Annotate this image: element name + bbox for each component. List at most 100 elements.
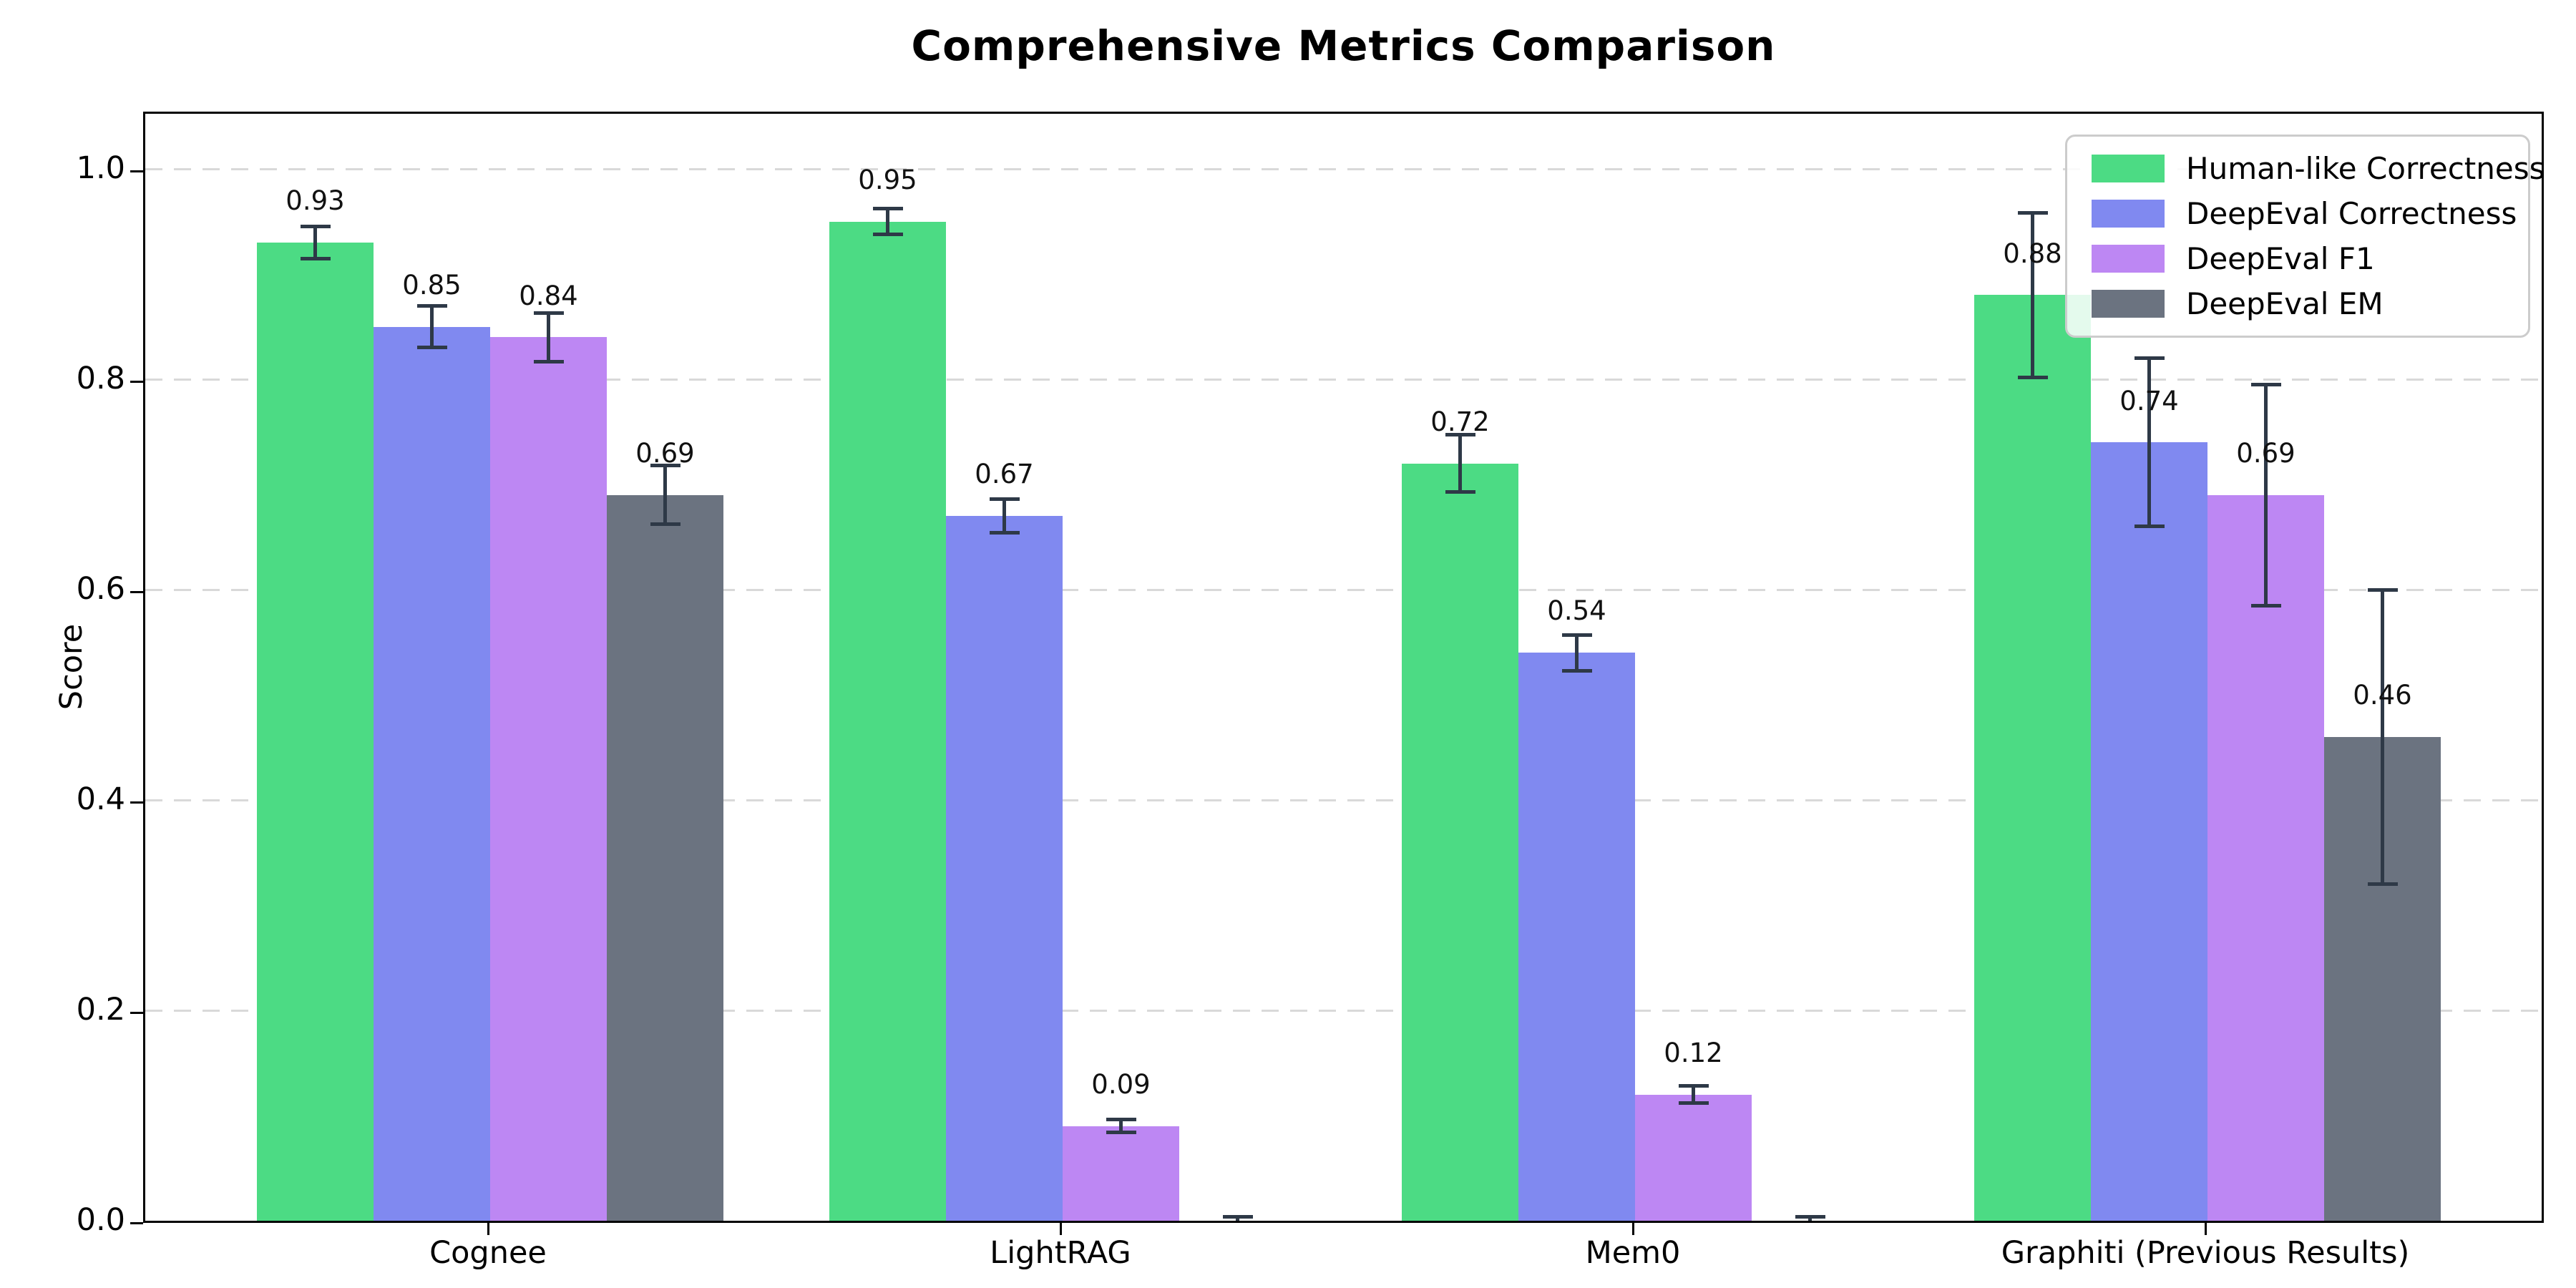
error-bar-cap-top-deepeval-em-mem0 <box>1795 1214 1825 1219</box>
error-bar-cap-bottom-deepeval-correctness-mem0 <box>1561 668 1592 673</box>
legend-label-deepeval-em: DeepEval EM <box>2186 286 2384 321</box>
error-bar-deepeval-em-graphiti-previous-results <box>2381 590 2384 884</box>
y-tick-label-0.4: 0.4 <box>76 781 125 818</box>
bar-value-label-deepeval-f1-graphiti-previous-results: 0.69 <box>2236 438 2296 469</box>
error-bar-cap-bottom-deepeval-f1-cognee <box>533 359 564 364</box>
bar-value-label-human-like-correctness-graphiti-previous-results: 0.88 <box>2003 238 2062 269</box>
error-bar-cap-bottom-deepeval-correctness-lightrag <box>989 531 1020 535</box>
bar-human-like-correctness-lightrag <box>829 221 946 1221</box>
x-tick-label-lightrag: LightRAG <box>990 1235 1131 1271</box>
legend-item-deepeval-correctness: DeepEval Correctness <box>2092 196 2517 231</box>
legend-swatch-deepeval-em <box>2092 290 2165 318</box>
bar-value-label-deepeval-correctness-cognee: 0.85 <box>402 269 462 301</box>
bar-value-label-deepeval-correctness-graphiti-previous-results: 0.74 <box>2119 385 2179 416</box>
legend: Human-like Correctness DeepEval Correctne… <box>2065 135 2545 338</box>
legend-label-human-like-correctness: Human-like Correctness <box>2186 151 2545 186</box>
y-tick-mark-0.2 <box>130 1011 143 1014</box>
bar-deepeval-f1-mem0 <box>1635 1094 1752 1221</box>
x-tick-mark-mem0 <box>1631 1223 1634 1235</box>
error-bar-human-like-correctness-mem0 <box>1458 434 1462 492</box>
legend-item-human-like-correctness: Human-like Correctness <box>2092 151 2545 186</box>
chart-title: Comprehensive Metrics Comparison <box>911 21 1776 70</box>
error-bar-cap-top-human-like-correctness-mem0 <box>1445 433 1475 437</box>
error-bar-deepeval-correctness-mem0 <box>1575 635 1579 671</box>
error-bar-human-like-correctness-cognee <box>313 226 317 258</box>
error-bar-cap-top-deepeval-correctness-lightrag <box>989 497 1020 502</box>
y-tick-label-0.6: 0.6 <box>76 571 125 608</box>
gridline-1.0 <box>145 167 2542 170</box>
bar-value-label-deepeval-em-graphiti-previous-results: 0.46 <box>2353 680 2412 711</box>
legend-item-deepeval-em: DeepEval EM <box>2092 286 2511 321</box>
x-tick-label-graphiti-previous-results: Graphiti (Previous Results) <box>2001 1235 2410 1271</box>
error-bar-deepeval-f1-graphiti-previous-results <box>2264 384 2268 606</box>
error-bar-cap-top-deepeval-correctness-graphiti-previous-results <box>2134 356 2165 361</box>
error-bar-deepeval-f1-cognee <box>547 313 550 362</box>
bar-deepeval-correctness-mem0 <box>1518 653 1635 1221</box>
error-bar-cap-bottom-deepeval-f1-graphiti-previous-results <box>2250 603 2281 608</box>
bar-value-label-human-like-correctness-lightrag: 0.95 <box>858 164 917 195</box>
error-bar-cap-top-human-like-correctness-lightrag <box>872 207 903 211</box>
bar-human-like-correctness-mem0 <box>1402 463 1518 1221</box>
error-bar-cap-top-deepeval-f1-mem0 <box>1678 1084 1709 1088</box>
error-bar-deepeval-em-lightrag <box>1236 1216 1239 1221</box>
error-bar-deepeval-correctness-graphiti-previous-results <box>2147 358 2151 527</box>
bar-value-label-deepeval-em-cognee: 0.69 <box>635 438 695 469</box>
y-tick-mark-0.8 <box>130 380 143 383</box>
bar-deepeval-em-cognee <box>607 494 723 1221</box>
x-tick-label-cognee: Cognee <box>429 1235 547 1271</box>
y-tick-label-0.2: 0.2 <box>76 992 125 1028</box>
gridline-0.8 <box>145 378 2542 381</box>
y-tick-label-1.0: 1.0 <box>76 150 125 187</box>
y-tick-mark-0.4 <box>130 801 143 804</box>
bar-deepeval-correctness-cognee <box>374 326 490 1221</box>
y-tick-mark-0.6 <box>130 590 143 593</box>
y-tick-mark-1.0 <box>130 170 143 172</box>
bar-value-label-human-like-correctness-cognee: 0.93 <box>286 185 345 217</box>
error-bar-cap-top-deepeval-f1-graphiti-previous-results <box>2250 382 2281 386</box>
bar-value-label-deepeval-f1-lightrag: 0.09 <box>1091 1068 1151 1100</box>
bar-value-label-deepeval-f1-mem0: 0.12 <box>1664 1037 1723 1068</box>
bar-human-like-correctness-graphiti-previous-results <box>1974 295 2091 1221</box>
x-tick-mark-graphiti-previous-results <box>2204 1223 2207 1235</box>
error-bar-deepeval-correctness-lightrag <box>1002 499 1006 533</box>
bar-value-label-human-like-correctness-mem0: 0.72 <box>1430 406 1490 437</box>
error-bar-cap-bottom-human-like-correctness-mem0 <box>1445 489 1475 494</box>
error-bar-human-like-correctness-lightrag <box>886 208 889 235</box>
error-bar-human-like-correctness-graphiti-previous-results <box>2031 213 2034 378</box>
y-tick-label-0.8: 0.8 <box>76 361 125 397</box>
y-axis-label: Score <box>54 623 89 711</box>
error-bar-cap-bottom-deepeval-f1-lightrag <box>1106 1131 1136 1135</box>
bar-deepeval-f1-lightrag <box>1063 1126 1179 1221</box>
error-bar-cap-top-deepeval-em-lightrag <box>1222 1214 1253 1219</box>
error-bar-deepeval-f1-lightrag <box>1119 1119 1123 1133</box>
bar-value-label-deepeval-f1-cognee: 0.84 <box>519 280 578 311</box>
error-bar-cap-bottom-deepeval-em-cognee <box>650 522 680 527</box>
x-tick-mark-lightrag <box>1059 1223 1062 1235</box>
error-bar-cap-bottom-human-like-correctness-graphiti-previous-results <box>2017 375 2048 379</box>
bar-deepeval-f1-graphiti-previous-results <box>2207 494 2324 1221</box>
error-bar-cap-bottom-human-like-correctness-cognee <box>300 256 331 260</box>
error-bar-cap-top-deepeval-f1-lightrag <box>1106 1118 1136 1122</box>
y-tick-label-0.0: 0.0 <box>76 1202 125 1238</box>
legend-swatch-deepeval-f1 <box>2092 245 2165 273</box>
error-bar-cap-top-deepeval-f1-cognee <box>533 311 564 315</box>
error-bar-cap-bottom-deepeval-em-graphiti-previous-results <box>2367 882 2398 887</box>
bar-deepeval-f1-cognee <box>490 337 607 1221</box>
legend-swatch-human-like-correctness <box>2092 155 2165 182</box>
error-bar-deepeval-em-cognee <box>663 465 667 525</box>
error-bar-deepeval-f1-mem0 <box>1692 1085 1695 1103</box>
error-bar-cap-top-human-like-correctness-cognee <box>300 225 331 229</box>
error-bar-cap-top-human-like-correctness-graphiti-previous-results <box>2017 211 2048 215</box>
error-bar-cap-top-deepeval-correctness-mem0 <box>1561 633 1592 637</box>
bar-deepeval-correctness-lightrag <box>946 516 1063 1221</box>
bar-deepeval-correctness-graphiti-previous-results <box>2091 442 2207 1221</box>
gridline-0.6 <box>145 588 2542 591</box>
error-bar-cap-bottom-deepeval-f1-mem0 <box>1678 1101 1709 1105</box>
bar-value-label-deepeval-correctness-lightrag: 0.67 <box>975 459 1034 490</box>
legend-swatch-deepeval-correctness <box>2092 200 2165 228</box>
gridline-0.4 <box>145 799 2542 801</box>
error-bar-deepeval-correctness-cognee <box>430 306 434 348</box>
legend-item-deepeval-f1: DeepEval F1 <box>2092 241 2511 276</box>
x-tick-mark-cognee <box>487 1223 489 1235</box>
